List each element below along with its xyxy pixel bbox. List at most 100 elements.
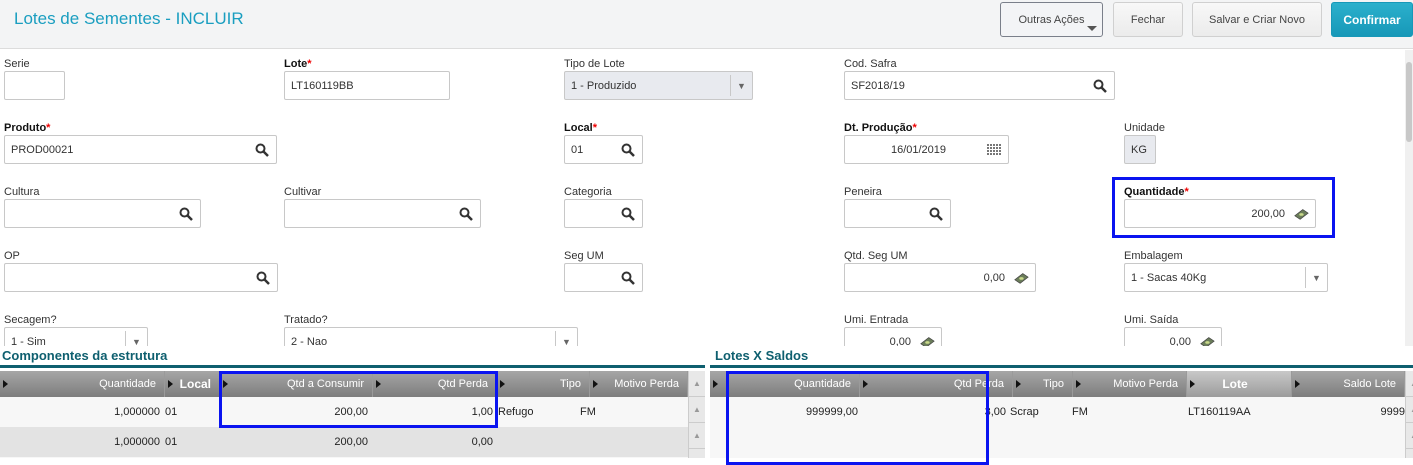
confirmar-button[interactable]: Confirmar [1331, 2, 1413, 37]
peneira-label: Peneira [844, 186, 882, 198]
seg-um-input[interactable] [564, 263, 643, 292]
sort-arrow-icon [863, 380, 868, 388]
serie-label: Serie [4, 58, 30, 70]
column-header-qtd-perda[interactable]: Qtd Perda [860, 371, 1013, 397]
dt-producao-value: 16/01/2019 [890, 143, 947, 156]
grid-scrollbar[interactable]: ▲▲▲ [1405, 371, 1413, 458]
calculator-icon[interactable] [1293, 206, 1309, 222]
saldos-title: Lotes X Saldos [715, 348, 809, 363]
embalagem-select[interactable]: 1 - Sacas 40Kg ▼ [1124, 263, 1328, 292]
column-header-qtd-a-consumir[interactable]: Qtd a Consumir [220, 371, 373, 397]
secagem-select[interactable]: 1 - Sim ▼ [4, 327, 148, 346]
section-divider [710, 365, 1413, 368]
quantidade-value: 200,00 [1251, 207, 1285, 220]
table-cell: 1,000000 [114, 406, 160, 418]
calendar-icon[interactable] [986, 142, 1002, 158]
calculator-icon[interactable] [1013, 270, 1029, 286]
column-header-tipo[interactable]: Tipo [1013, 371, 1073, 397]
unidade-input[interactable]: KG [1124, 135, 1156, 164]
search-icon[interactable] [928, 206, 944, 222]
column-header-qtd-perda[interactable]: Qtd Perda [373, 371, 497, 397]
qtd-seg-um-value: 0,00 [983, 271, 1005, 284]
dropdown-arrow-icon[interactable]: ▼ [730, 75, 752, 96]
table-row[interactable]: 1,000000 01 200,00 1,00 Refugo FM [0, 397, 705, 427]
column-header-quantidade[interactable]: Quantidade [710, 371, 860, 397]
search-icon[interactable] [254, 142, 270, 158]
calculator-icon[interactable] [1199, 334, 1215, 346]
tratado-select[interactable]: 2 - Nao ▼ [284, 327, 578, 346]
dropdown-arrow-icon[interactable]: ▼ [555, 331, 577, 346]
search-icon[interactable] [620, 206, 636, 222]
local-input[interactable]: 01 [564, 135, 643, 164]
categoria-input[interactable] [564, 199, 643, 228]
tipo-lote-label: Tipo de Lote [564, 58, 625, 70]
umi-saida-input[interactable]: 0,00 [1124, 327, 1222, 346]
sort-arrow-icon [500, 380, 505, 388]
dt-producao-input[interactable]: 16/01/2019 [844, 135, 1009, 164]
sort-arrow-icon [1190, 380, 1195, 388]
lote-value: LT160119BB [291, 79, 354, 92]
table-cell: 3,00 [984, 406, 1006, 418]
produto-value: PROD00021 [11, 143, 74, 156]
cultivar-input[interactable] [284, 199, 481, 228]
table-cell: 01 [165, 436, 178, 448]
sort-arrow-icon [376, 380, 381, 388]
search-icon[interactable] [620, 270, 636, 286]
column-header-motivo-perda[interactable]: Motivo Perda [590, 371, 688, 397]
op-input[interactable] [4, 263, 278, 292]
cod-safra-value: SF2018/19 [851, 79, 905, 92]
table-cell: FM [580, 406, 596, 418]
column-header-saldo-lote[interactable]: Saldo Lote [1292, 371, 1405, 397]
header-bar: Lotes de Sementes - INCLUIR Outras Ações… [0, 0, 1413, 49]
local-value: 01 [571, 143, 584, 156]
qtd-seg-um-input[interactable]: 0,00 [844, 263, 1036, 292]
table-cell: FM [1072, 406, 1088, 418]
dropdown-arrow-icon[interactable]: ▼ [125, 331, 147, 346]
outras-acoes-button[interactable]: Outras Ações [1000, 2, 1103, 37]
search-icon[interactable] [178, 206, 194, 222]
outras-acoes-label: Outras Ações [1018, 13, 1085, 26]
cultura-input[interactable] [4, 199, 201, 228]
componentes-title: Componentes da estrutura [2, 348, 168, 363]
column-header-local[interactable]: Local [165, 371, 220, 397]
column-header-motivo-perda[interactable]: Motivo Perda [1073, 371, 1187, 397]
search-icon[interactable] [255, 270, 271, 286]
page-title: Lotes de Sementes - INCLUIR [14, 9, 244, 28]
fechar-button[interactable]: Fechar [1113, 2, 1183, 37]
serie-input[interactable] [4, 71, 65, 100]
table-cell: LT160119AA [1188, 406, 1251, 418]
secagem-value: 1 - Sim [11, 335, 46, 347]
quantidade-input[interactable]: 200,00 [1124, 199, 1316, 228]
unidade-label: Unidade [1124, 122, 1165, 134]
saldos-grid: Quantidade Qtd Perda Tipo Motivo Perda Lote S… [710, 371, 1413, 458]
produto-input[interactable]: PROD00021 [4, 135, 277, 164]
salvar-criar-novo-button[interactable]: Salvar e Criar Novo [1192, 2, 1322, 37]
sort-arrow-icon [1076, 380, 1081, 388]
cultivar-label: Cultivar [284, 186, 322, 198]
table-row[interactable]: 1,000000 01 200,00 0,00 [0, 427, 705, 457]
column-header-lote[interactable]: Lote [1187, 371, 1292, 397]
table-cell: 200,00 [334, 436, 368, 448]
search-icon[interactable] [620, 142, 636, 158]
table-row[interactable]: 999999,00 3,00 Scrap FM LT160119AA 9999 [710, 397, 1413, 427]
secagem-label: Secagem? [4, 314, 57, 326]
grid-scrollbar[interactable]: ▲▲▲ [688, 371, 705, 458]
calculator-icon[interactable] [919, 334, 935, 346]
sort-arrow-icon [593, 380, 598, 388]
lote-input[interactable]: LT160119BB [284, 71, 450, 100]
umi-entrada-input[interactable]: 0,00 [844, 327, 942, 346]
peneira-input[interactable] [844, 199, 951, 228]
search-icon[interactable] [458, 206, 474, 222]
form-scrollbar[interactable] [1405, 50, 1413, 346]
dropdown-arrow-icon[interactable]: ▼ [1305, 267, 1327, 288]
column-header-tipo[interactable]: Tipo [497, 371, 590, 397]
column-header-quantidade[interactable]: Quantidade [0, 371, 165, 397]
tipo-lote-select[interactable]: 1 - Produzido ▼ [564, 71, 753, 100]
unidade-value: KG [1131, 143, 1147, 156]
table-cell: 01 [165, 406, 178, 418]
umi-entrada-value: 0,00 [889, 335, 911, 347]
cod-safra-input[interactable]: SF2018/19 [844, 71, 1115, 100]
search-icon[interactable] [1092, 78, 1108, 94]
table-cell: Refugo [498, 406, 534, 418]
cultura-label: Cultura [4, 186, 40, 198]
